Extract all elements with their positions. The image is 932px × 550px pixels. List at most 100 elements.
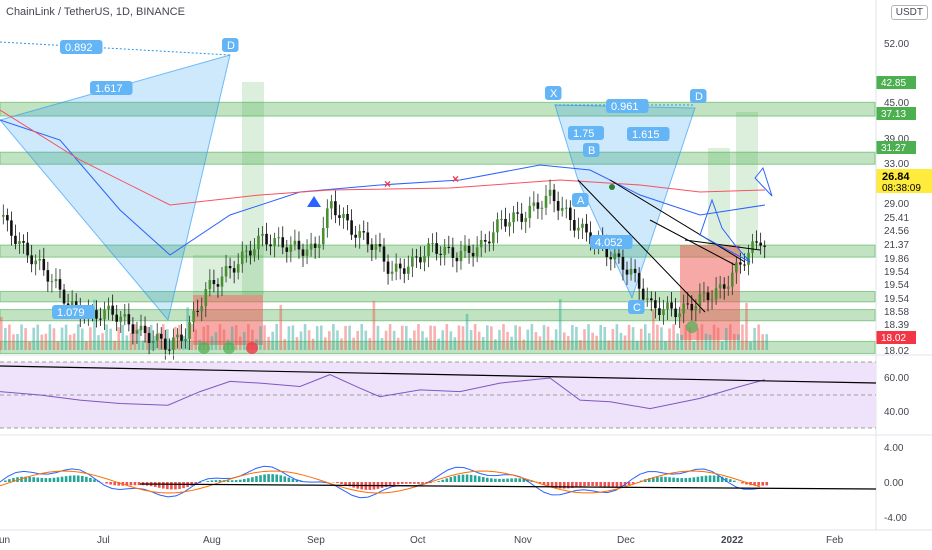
pattern-label: D — [227, 40, 235, 52]
volume-bar — [295, 337, 299, 350]
candle-body — [755, 241, 758, 243]
volume-bar — [554, 329, 558, 350]
macd-histogram-bar — [279, 475, 283, 482]
volume-bar — [60, 327, 64, 350]
candle-body — [694, 305, 698, 311]
macd-histogram-bar — [542, 482, 546, 485]
pattern-label-bg — [572, 193, 589, 207]
macd-histogram-bar — [238, 479, 242, 482]
macd-histogram-bar — [413, 482, 416, 484]
time-axis-label: Oct — [410, 535, 426, 546]
pattern-label-bg — [627, 127, 670, 141]
candle-body — [658, 308, 661, 316]
currency-button[interactable]: USDT — [890, 5, 928, 20]
macd-histogram-bar — [214, 480, 218, 482]
rsi-axis-label: 40.00 — [884, 407, 909, 418]
macd-histogram-bar — [761, 482, 764, 486]
volume-bar — [510, 336, 513, 350]
candle-body — [411, 256, 414, 267]
candle-body — [467, 245, 471, 253]
volume-bar — [530, 324, 534, 350]
price-axis-label: 19.86 — [884, 254, 909, 265]
candle-body — [500, 218, 503, 220]
volume-bar — [141, 340, 145, 350]
macd-histogram-bar — [498, 478, 501, 482]
candle-body — [751, 241, 754, 253]
candle-body — [629, 268, 633, 275]
volume-bar — [757, 324, 760, 350]
volume-bar — [137, 328, 141, 350]
pattern-label-bg — [60, 40, 103, 54]
pattern-label: D — [695, 91, 703, 103]
macd-histogram-bar — [453, 475, 457, 482]
pattern-outline — [699, 198, 751, 263]
volume-bar — [72, 333, 76, 350]
macd-histogram-bar — [538, 482, 542, 484]
volume-bar — [222, 329, 226, 350]
volume-bar — [52, 328, 56, 350]
candle-body — [293, 240, 297, 245]
candle-body — [338, 215, 341, 218]
macd-histogram-bar — [441, 479, 445, 482]
volume-bar — [514, 325, 517, 350]
volume-bar — [194, 329, 197, 350]
candle-body — [6, 215, 9, 221]
volume-bar — [595, 335, 598, 350]
candle-body — [196, 310, 199, 312]
macd-histogram-bar — [352, 482, 355, 488]
chart-title: ChainLink / TetherUS, 1D, BINANCE — [6, 6, 185, 18]
candle-body — [66, 303, 70, 306]
macd-histogram-bar — [656, 476, 659, 482]
volume-bar — [259, 326, 262, 350]
macd-histogram-bar — [64, 476, 68, 482]
volume-bar — [676, 333, 679, 350]
time-axis-label: Dec — [617, 535, 635, 546]
macd-histogram-bar — [72, 475, 76, 482]
volume-bar — [311, 338, 315, 350]
macd-histogram-bar — [712, 475, 716, 482]
price-axis-label: 52.00 — [884, 39, 909, 50]
forecast-box — [708, 148, 730, 245]
volume-bar — [668, 328, 671, 350]
pattern-label: 0.892 — [65, 42, 93, 54]
volume-bar — [380, 338, 384, 350]
candle-body — [42, 258, 46, 271]
macd-histogram-bar — [267, 474, 270, 482]
volume-bar — [660, 327, 663, 350]
macd-histogram-bar — [243, 479, 246, 482]
candle-body — [216, 284, 220, 287]
candle-body — [164, 338, 167, 350]
volume-bar — [68, 334, 72, 350]
trend-line — [649, 219, 736, 266]
macd-histogram-bar — [684, 478, 688, 482]
volume-bar — [477, 331, 481, 350]
macd-histogram-bar — [182, 482, 185, 489]
candle-body — [407, 266, 410, 274]
current-price-bg — [876, 169, 932, 193]
macd-histogram-bar — [68, 475, 72, 482]
candle-body — [402, 268, 406, 274]
macd-histogram-bar — [194, 482, 197, 485]
price-axis-label: 39.00 — [884, 134, 909, 145]
volume-bar — [522, 339, 526, 350]
candle-body — [30, 255, 33, 265]
volume-bar — [465, 313, 469, 350]
candle-body — [621, 256, 625, 270]
macd-histogram-bar — [708, 475, 712, 482]
trend-line — [609, 179, 746, 263]
volume-bar — [680, 334, 683, 350]
candle-body — [317, 244, 321, 248]
volume-bar — [413, 330, 416, 350]
candle-body — [281, 237, 285, 248]
macd-histogram-bar — [89, 477, 92, 482]
volume-bar — [174, 326, 177, 350]
volume-bar — [562, 332, 566, 350]
candle-body — [427, 243, 430, 256]
price-axis-label: 19.54 — [884, 267, 909, 278]
volume-bar — [344, 325, 347, 350]
macd-histogram-bar — [518, 478, 521, 482]
volume-bar — [384, 330, 388, 350]
candle-body — [50, 281, 54, 283]
macd-histogram-bar — [170, 482, 173, 490]
